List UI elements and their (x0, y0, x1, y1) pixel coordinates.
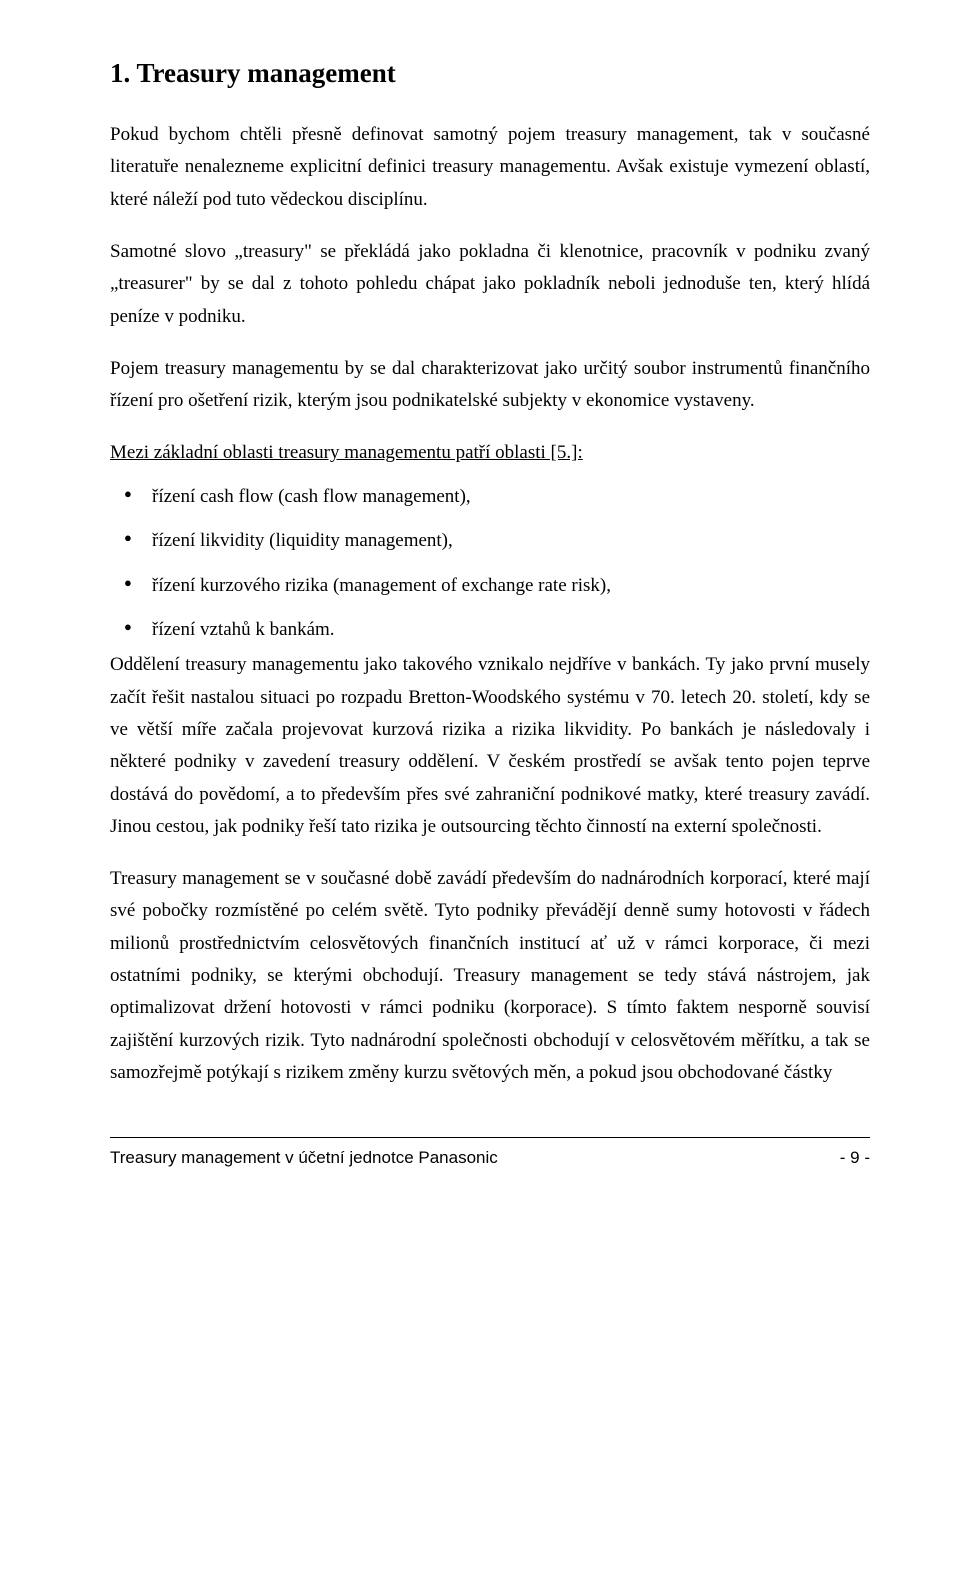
bullet-item-exchange-rate: řízení kurzového rizika (management of e… (152, 571, 870, 601)
paragraph-history: Oddělení treasury managementu jako takov… (110, 649, 870, 843)
bullet-item-banks: řízení vztahů k bankám. (152, 615, 870, 645)
footer-left-text: Treasury management v účetní jednotce Pa… (110, 1144, 498, 1173)
paragraph-characterization: Pojem treasury managementu by se dal cha… (110, 353, 870, 418)
paragraph-definition-word: Samotné slovo „treasury" se překládá jak… (110, 236, 870, 333)
bullet-item-cashflow: řízení cash flow (cash flow management), (152, 482, 870, 512)
underlined-lead-in: Mezi základní oblasti treasury managemen… (110, 437, 583, 469)
section-heading: 1. Treasury management (110, 56, 870, 91)
bullet-list: řízení cash flow (cash flow management),… (110, 482, 870, 646)
paragraph-multinational: Treasury management se v současné době z… (110, 863, 870, 1089)
footer-rule (110, 1137, 870, 1138)
paragraph-intro: Pokud bychom chtěli přesně definovat sam… (110, 119, 870, 216)
footer-line: Treasury management v účetní jednotce Pa… (110, 1144, 870, 1173)
footer: Treasury management v účetní jednotce Pa… (110, 1137, 870, 1173)
footer-page-number: - 9 - (840, 1144, 870, 1173)
bullet-item-liquidity: řízení likvidity (liquidity management), (152, 526, 870, 556)
